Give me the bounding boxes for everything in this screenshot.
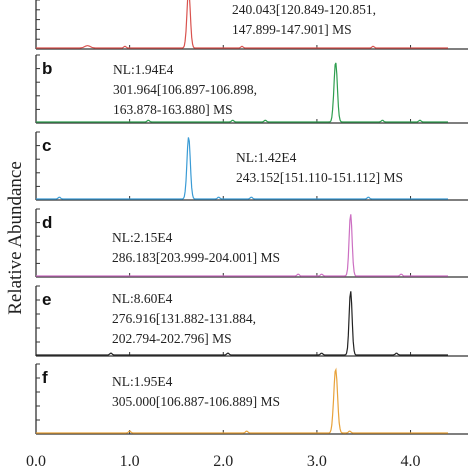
panel-annotation-line: 243.152[151.110-151.112] MS bbox=[236, 170, 403, 185]
panel-annotation-line: 301.964[106.897-106.898, bbox=[113, 82, 257, 97]
panel-letter: b bbox=[42, 59, 52, 78]
x-tick-label: 2.0 bbox=[213, 453, 233, 470]
panel-annotation-line: NL:2.15E4 bbox=[112, 230, 173, 245]
panel-annotation-line: 163.878-163.880] MS bbox=[113, 102, 233, 117]
trace-line bbox=[36, 291, 448, 356]
panel-annotation-line: NL:1.42E4 bbox=[236, 150, 297, 165]
x-tick-label: 0.0 bbox=[26, 453, 46, 470]
x-tick-label: 3.0 bbox=[307, 453, 327, 470]
panel-annotation-line: NL:1.94E4 bbox=[113, 62, 174, 77]
panel-letter: e bbox=[42, 290, 51, 309]
panel-d: d NL:2.15E4 286.183[203.999-204.001] MS bbox=[35, 208, 468, 278]
panel-annotation-line: 202.794-202.796] MS bbox=[112, 331, 232, 346]
trace-line bbox=[36, 137, 448, 200]
panel-annotation-line: 276.916[131.882-131.884, bbox=[112, 311, 256, 326]
panel-annotation-line: NL:8.60E4 bbox=[112, 291, 173, 306]
y-axis-label: Relative Abundance bbox=[5, 161, 26, 315]
panel-annotation-line: NL:1.95E4 bbox=[112, 374, 173, 389]
panel-f: f NL:1.95E4 305.000[106.887-106.889] MS bbox=[35, 363, 468, 435]
panel-annotation-line: 240.043[120.849-120.851, bbox=[232, 2, 376, 17]
x-tick-label: 4.0 bbox=[401, 453, 421, 470]
x-tick-label: 1.0 bbox=[120, 453, 140, 470]
trace-line bbox=[36, 367, 448, 434]
panel-b: b NL:1.94E4 301.964[106.897-106.898, 163.87… bbox=[35, 54, 468, 124]
trace-line bbox=[36, 214, 448, 277]
panel-annotation-line: 286.183[203.999-204.001] MS bbox=[112, 250, 280, 265]
panel-letter: d bbox=[42, 213, 52, 232]
panel-a: 240.043[120.849-120.851, 147.899-147.901]… bbox=[35, 0, 468, 50]
panel-letter: f bbox=[42, 368, 48, 387]
panel-c: c NL:1.42E4 243.152[151.110-151.112] MS bbox=[35, 131, 468, 201]
panel-annotation-line: 147.899-147.901] MS bbox=[232, 22, 352, 37]
panel-e: e NL:8.60E4 276.916[131.882-131.884, 202.79… bbox=[35, 285, 468, 357]
trace-line bbox=[36, 62, 448, 123]
trace-line bbox=[36, 0, 448, 49]
panel-letter: c bbox=[42, 136, 51, 155]
panel-annotation-line: 305.000[106.887-106.889] MS bbox=[112, 394, 280, 409]
